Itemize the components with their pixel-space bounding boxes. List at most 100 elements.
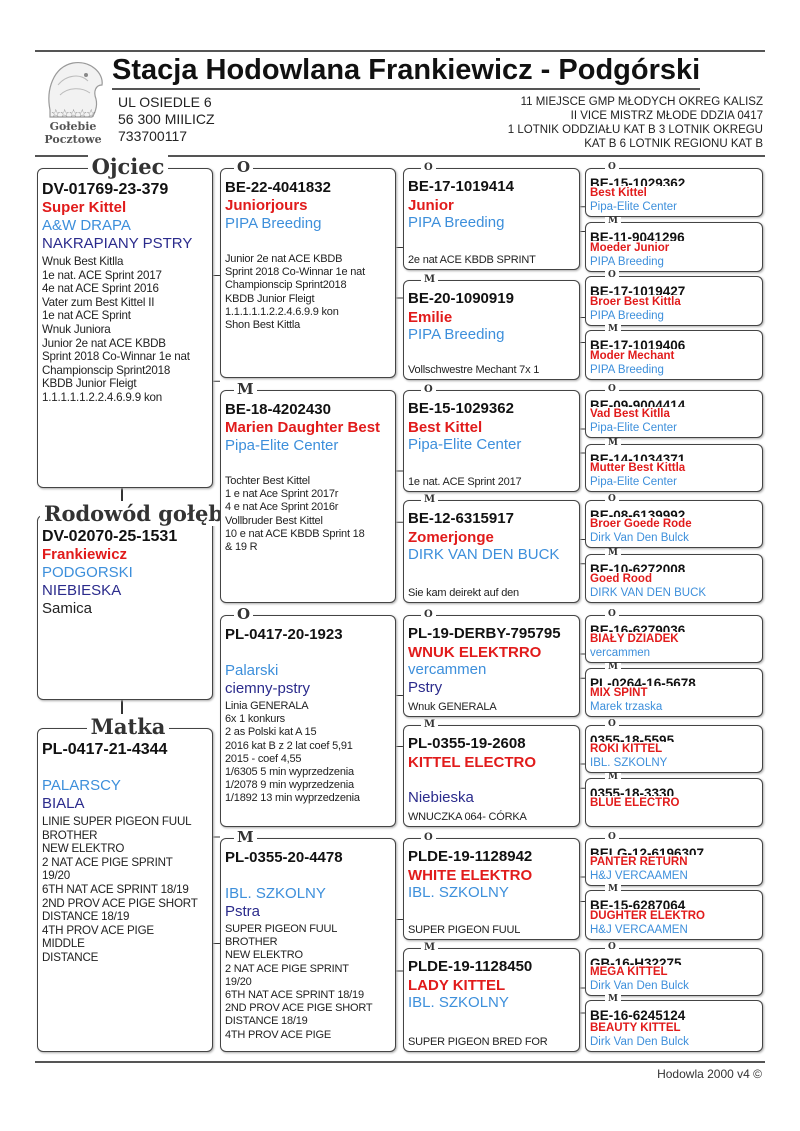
plumage-color — [408, 902, 576, 920]
owner-name: PIPA Breeding — [590, 256, 664, 268]
owner-name: Palarski — [225, 662, 279, 679]
card-title: Rodowód gołębia — [37, 501, 249, 527]
ancestor-card[interactable]: PLDE-19-1128942 WHITE ELEKTRO IBL. SZKOLNY… — [403, 838, 580, 940]
dam-marker: M — [605, 217, 621, 227]
ancestor-card[interactable]: BE-17-1019414 Junior PIPA Breeding 2e nat A… — [403, 168, 580, 270]
pigeon-name: WNUK ELEKTRRO — [408, 643, 542, 661]
ring-number: BE-15-6287064 — [590, 898, 686, 909]
dam-marker: M — [605, 995, 621, 1005]
pigeon-name: PANTER RETURN — [590, 856, 688, 868]
ring-number: GB-16-H32275 — [590, 956, 682, 965]
ancestor-card[interactable]: PL-0355-20-4478 IBL. SZKOLNY Pstra SUPER PI… — [220, 838, 396, 1052]
pigeon-name: LADY KITTEL — [408, 976, 506, 994]
ancestor-card[interactable]: PL-0355-19-2608 KITTEL ELECTRO Niebieska WN… — [403, 725, 580, 827]
ancestor-card[interactable]: BE-15-1029362 Best Kittel Pipa-Elite Cente… — [585, 168, 763, 217]
ancestor-card[interactable]: GB-16-H32275 MEGA KITTEL Dirk Van Den Bulc… — [585, 948, 763, 996]
owner-name: PODGORSKI — [42, 564, 133, 581]
ancestor-card[interactable]: BE-15-1029362 Best Kittel Pipa-Elite Cente… — [403, 390, 580, 492]
ancestor-card[interactable]: BE-10-6272008 Goed Rood DIRK VAN DEN BUCK — [585, 554, 763, 603]
sire-marker: O — [234, 606, 254, 622]
owner-name: PIPA Breeding — [590, 310, 664, 322]
sire-marker: O — [605, 163, 619, 173]
ancestor-card[interactable]: PL-0417-20-1923 Palarski ciemny-pstry Linia… — [220, 615, 396, 827]
pigeon-notes: Linia GENERALA 6x 1 konkurs 2 as Polski … — [225, 700, 360, 805]
ancestor-card[interactable]: BE-12-6315917 Zomerjonge DIRK VAN DEN BUCK… — [403, 500, 580, 603]
ancestor-card[interactable]: BE-20-1090919 Emilie PIPA Breeding Vollschw… — [403, 280, 580, 380]
dam-marker: M — [605, 439, 621, 449]
ring-number: BE-10-6272008 — [590, 562, 686, 572]
ring-number: BE-12-6315917 — [408, 510, 514, 527]
pigeon-name: BLUE ELECTRO — [590, 797, 680, 809]
owner-name: H&J VERCAAMEN — [590, 924, 688, 936]
pigeon-head-icon — [48, 61, 103, 118]
ring-number: BE-17-1019414 — [408, 178, 514, 195]
pigeon-name: Zomerjonge — [408, 528, 494, 546]
card-title-text: Ojciec — [87, 154, 169, 180]
pigeon-name: ROKI KITTEL — [590, 743, 663, 755]
ancestor-card[interactable]: BE-18-4202430 Marien Daughter Best Pipa-El… — [220, 390, 396, 603]
ring-number: BE-15-1029362 — [590, 176, 686, 186]
sire-marker: O — [605, 610, 619, 620]
card-title-text: Rodowód gołębia — [40, 501, 249, 527]
pigeon-name: Frankiewicz — [42, 546, 128, 563]
ring-number: BE-20-1090919 — [408, 290, 514, 307]
ancestor-card[interactable]: BE-08-6139992 Broer Goede Rode Dirk Van De… — [585, 500, 763, 548]
plumage-color — [408, 232, 576, 250]
ring-number: BELG-12-6196307 — [590, 846, 705, 855]
ancestor-card[interactable]: BE-16-6245124 BEAUTY KITTEL Dirk Van Den B… — [585, 1000, 763, 1052]
pigeon-notes: Tochter Best Kittel 1 e nat Ace Sprint 2… — [225, 475, 365, 554]
pigeon-name — [42, 759, 209, 777]
sire-marker: O — [234, 159, 254, 175]
owner-name: PALARSCY — [42, 777, 121, 794]
subject-pigeon-card[interactable]: DV-02070-25-1531 Frankiewicz PODGORSKI NIEB… — [37, 515, 213, 700]
sire-marker: O — [421, 384, 436, 395]
ancestor-card[interactable]: PL-0264-16-5678 MIX SPINT Marek trzaska — [585, 668, 763, 717]
footer-rule — [35, 1061, 765, 1063]
owner-name: Pipa-Elite Center — [225, 437, 339, 454]
pigeon-notes: Sie kam deirekt auf den — [408, 587, 519, 599]
ancestor-card[interactable]: BE-11-9041296 Moeder Junior PIPA Breeding — [585, 222, 763, 272]
ancestor-card[interactable]: PLDE-19-1128450 LADY KITTEL IBL. SZKOLNY SU… — [403, 948, 580, 1052]
owner-name — [590, 810, 759, 824]
ancestor-card[interactable]: BE-14-1034371 Mutter Best Kittla Pipa-Elit… — [585, 444, 763, 492]
owner-name: Pipa-Elite Center — [408, 436, 522, 453]
ancestor-card[interactable]: BE-22-4041832 Juniorjours PIPA Breeding Jun… — [220, 168, 396, 378]
ring-number: PL-0355-20-4478 — [225, 849, 343, 866]
sire-marker: O — [605, 495, 619, 505]
ancestor-card[interactable]: 0355-18-5595 ROKI KITTEL IBL. SZKOLNY — [585, 725, 763, 773]
pigeon-name: Broer Goede Rode — [590, 518, 692, 530]
ancestor-card[interactable]: PL-19-DERBY-795795 WNUK ELEKTRRO vercammen… — [403, 615, 580, 717]
ancestor-card[interactable]: 0355-18-3330 BLUE ELECTRO — [585, 778, 763, 827]
pigeon-name: Vad Best Kitlla — [590, 408, 670, 420]
header-rule — [35, 155, 765, 157]
ancestor-card[interactable]: BE-09-9004414 Vad Best Kitlla Pipa-Elite C… — [585, 390, 763, 438]
plumage-color: NIEBIESKA — [42, 582, 122, 599]
owner-name: Dirk Van Den Bulck — [590, 980, 689, 992]
owner-name: Dirk Van Den Bulck — [590, 1036, 689, 1048]
owner-name — [408, 771, 576, 789]
plumage-color — [408, 564, 576, 582]
top-rule — [35, 50, 765, 52]
pigeon-notes: SUPER PIGEON FUUL — [408, 924, 521, 936]
ring-number: PL-0417-20-1923 — [225, 626, 343, 643]
card-title: Matka — [37, 714, 219, 740]
ancestor-card[interactable]: BE-15-6287064 DUGHTER ELEKTRO H&J VERCAAME… — [585, 890, 763, 940]
pigeon-notes: SUPER PIGEON BRED FOR — [408, 1036, 548, 1048]
owner-name: PIPA Breeding — [408, 326, 505, 343]
dam-marker: M — [605, 773, 621, 783]
ancestor-card[interactable]: BE-16-6279036 BIAŁY DZIADEK vercammen — [585, 615, 763, 663]
ancestor-card[interactable]: BE-17-1019406 Moder Mechant PIPA Breeding — [585, 330, 763, 380]
pigeon-name: MEGA KITTEL — [590, 966, 668, 978]
ancestor-card[interactable]: BE-17-1019427 Broer Best Kittla PIPA Breed… — [585, 276, 763, 326]
pigeon-logo: ☆☆☆☆☆ Gołebie Pocztowe — [38, 55, 108, 150]
pigeon-name: Juniorjours — [225, 197, 308, 214]
ancestor-card[interactable]: BELG-12-6196307 PANTER RETURN H&J VERCAAME… — [585, 838, 763, 886]
pigeon-name: Marien Daughter Best — [225, 419, 381, 436]
plumage-color: Niebieska — [408, 788, 474, 806]
dam-card[interactable]: PL-0417-21-4344 PALARSCY BIALA LINIE SUPER … — [37, 728, 213, 1052]
pigeon-name — [225, 867, 392, 885]
sire-card[interactable]: DV-01769-23-379 Super Kittel A&W DRAPA NAKR… — [37, 168, 213, 488]
dam-marker: M — [234, 829, 257, 845]
dam-marker: M — [605, 885, 621, 895]
owner-name: PIPA Breeding — [590, 364, 664, 376]
